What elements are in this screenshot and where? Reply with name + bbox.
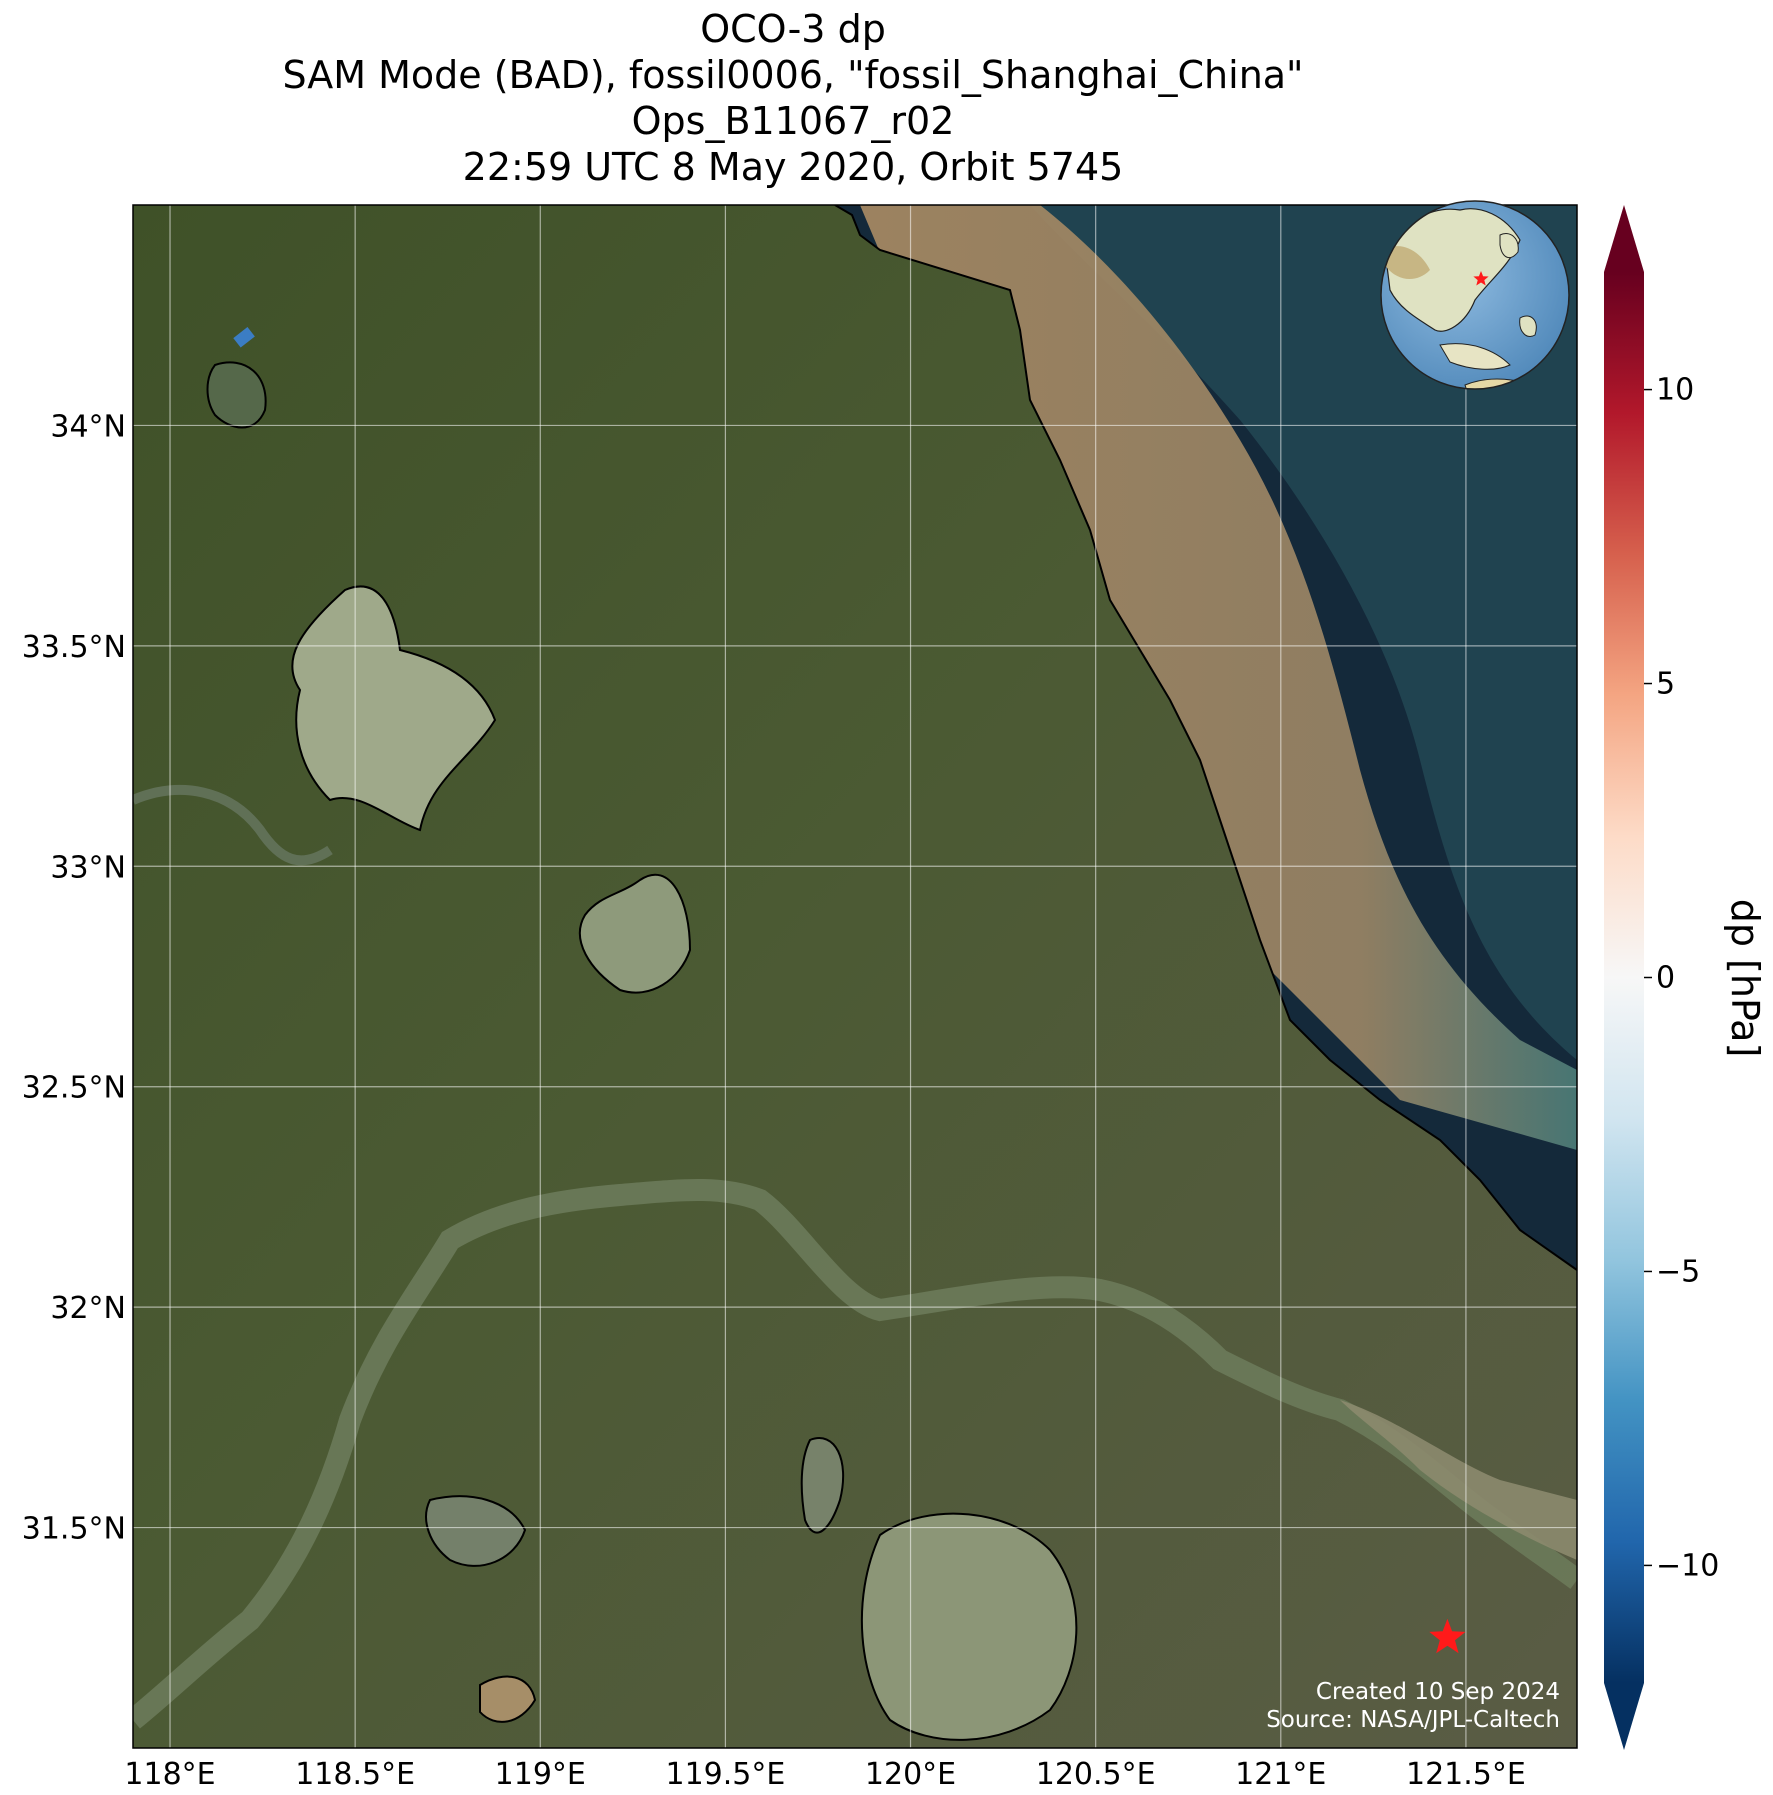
coastal-shelf — [1030, 205, 1577, 1060]
globe-outline — [1380, 200, 1570, 390]
colorbar-tick-label-0: 10 — [1656, 373, 1694, 408]
lon-tick-label-2: 119°E — [495, 1757, 586, 1792]
lat-tick-label-1: 33.5°N — [22, 630, 126, 665]
title-line-1: OCO-3 dp — [700, 7, 886, 51]
credit-source: Source: NASA/JPL-Caltech — [1266, 1707, 1560, 1733]
lon-tick-label-3: 119.5°E — [665, 1757, 785, 1792]
latitude-tick-labels: 34°N 33.5°N 33°N 32.5°N 32°N 31.5°N — [22, 409, 126, 1546]
colorbar-gradient — [1604, 272, 1644, 1683]
lat-tick-label-0: 34°N — [50, 409, 126, 444]
colorbar-max-extend — [1604, 205, 1644, 272]
lat-tick-label-2: 33°N — [50, 850, 126, 885]
hongze-lake — [291, 585, 497, 832]
globe-japan — [1499, 233, 1519, 259]
lon-tick-label-0: 118°E — [124, 1757, 215, 1792]
title-line-3: Ops_B11067_r02 — [631, 99, 955, 143]
coastline — [834, 205, 1577, 1271]
lake-southwest — [425, 1495, 527, 1567]
lat-tick-label-4: 32°N — [50, 1291, 126, 1326]
lat-tick-label-3: 32.5°N — [22, 1071, 126, 1106]
yangtze-river — [133, 1179, 1577, 1729]
lake-central — [800, 1437, 845, 1534]
figure-title: OCO-3 dp SAM Mode (BAD), fossil0006, "fo… — [0, 6, 1586, 190]
lon-tick-label-5: 120.5°E — [1036, 1757, 1156, 1792]
map-frame — [132, 204, 1578, 1749]
colorbar-tick-label-4: −10 — [1656, 1548, 1719, 1583]
globe-target-star-icon — [1473, 271, 1489, 286]
globe-asia-landmass — [1384, 208, 1521, 332]
colorbar-tick-label-1: 5 — [1656, 667, 1675, 702]
gridlines — [133, 205, 1577, 1748]
lon-tick-label-1: 118.5°E — [295, 1757, 415, 1792]
yangtze-estuary — [1340, 1400, 1577, 1560]
title-line-2: SAM Mode (BAD), fossil0006, "fossil_Shan… — [282, 53, 1304, 97]
lake-south — [479, 1675, 537, 1723]
lon-tick-label-7: 121.5°E — [1406, 1757, 1526, 1792]
globe-philippines — [1519, 315, 1537, 337]
lake-northwest — [206, 361, 267, 429]
lon-tick-label-4: 120°E — [865, 1757, 956, 1792]
globe-indonesia — [1439, 343, 1511, 370]
credit-created: Created 10 Sep 2024 — [1316, 1679, 1560, 1705]
colorbar-min-extend — [1604, 1683, 1644, 1750]
gaoyou-lake — [579, 873, 692, 994]
lon-tick-label-6: 121°E — [1235, 1757, 1326, 1792]
target-star-icon — [1429, 1618, 1466, 1654]
globe-central-asia — [1385, 246, 1430, 280]
colorbar-tick-label-3: −5 — [1656, 1254, 1700, 1289]
colorbar-tick-label-2: 0 — [1656, 961, 1675, 996]
colorbar-ticks: 10 5 0 −5 −10 — [1644, 373, 1719, 1583]
colorbar: 10 5 0 −5 −10 dp [hPa] — [1604, 205, 1767, 1750]
sounding-footprint — [233, 326, 255, 348]
huai-river — [133, 785, 333, 866]
colorbar-label: dp [hPa] — [1723, 899, 1767, 1058]
title-line-4: 22:59 UTC 8 May 2020, Orbit 5745 — [462, 145, 1124, 189]
longitude-tick-labels: 118°E 118.5°E 119°E 119.5°E 120°E 120.5°E 121°… — [124, 1757, 1525, 1792]
lat-tick-label-5: 31.5°N — [22, 1512, 126, 1547]
satellite-basemap — [133, 205, 1577, 1748]
taihu-lake — [860, 1512, 1078, 1741]
